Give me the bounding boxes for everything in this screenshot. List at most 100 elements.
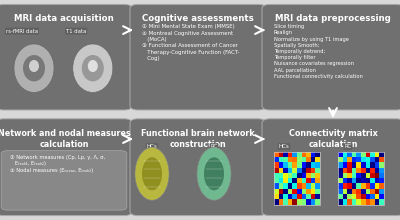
Bar — [342, 168, 347, 173]
Bar — [361, 194, 366, 199]
Bar — [288, 183, 292, 189]
Bar — [375, 183, 379, 189]
Bar — [352, 183, 356, 189]
Bar — [297, 157, 302, 162]
Bar — [370, 157, 375, 162]
Bar — [361, 157, 366, 162]
Bar — [380, 173, 384, 178]
Bar — [279, 152, 283, 157]
Bar — [352, 194, 356, 199]
Text: RC: RC — [344, 144, 352, 149]
Bar — [274, 194, 278, 199]
Bar — [302, 194, 306, 199]
Bar — [297, 178, 302, 183]
FancyBboxPatch shape — [130, 119, 266, 216]
Bar — [361, 183, 366, 189]
Bar — [356, 152, 361, 157]
Bar — [342, 162, 347, 168]
Bar — [366, 157, 370, 162]
Bar — [370, 199, 375, 205]
Bar — [311, 152, 315, 157]
Bar — [338, 173, 342, 178]
Bar — [347, 152, 352, 157]
Text: Network and nodal measures
calculation: Network and nodal measures calculation — [0, 129, 130, 149]
Bar — [274, 199, 278, 205]
Bar — [288, 157, 292, 162]
Bar — [366, 168, 370, 173]
Bar — [380, 178, 384, 183]
Bar — [292, 178, 297, 183]
Bar — [283, 152, 288, 157]
Bar — [361, 199, 366, 205]
Text: HCs: HCs — [147, 144, 157, 149]
Bar — [311, 178, 315, 183]
Bar — [302, 183, 306, 189]
Bar — [366, 178, 370, 183]
Bar — [302, 189, 306, 194]
Bar — [311, 199, 315, 205]
Bar — [274, 152, 278, 157]
Text: Slice timing
Realign
Normalize by using T1 image
Spatially Smooth;
Temporally de: Slice timing Realign Normalize by using … — [274, 24, 363, 79]
Bar — [338, 152, 342, 157]
Text: ① Network measures (Cp, Lp, γ, Λ, σ,
   Eₜₑₐₕ₁, Eₜₑₐₕ₂)
② Nodal measures (Eₙₒₓₐₑ: ① Network measures (Cp, Lp, γ, Λ, σ, Eₜₑ… — [10, 155, 105, 173]
Bar — [274, 162, 278, 168]
Bar — [316, 173, 320, 178]
FancyBboxPatch shape — [130, 4, 266, 110]
Ellipse shape — [88, 60, 98, 72]
Bar — [311, 183, 315, 189]
Bar — [306, 162, 311, 168]
Bar — [297, 183, 302, 189]
Bar — [279, 194, 283, 199]
Bar — [297, 189, 302, 194]
Bar — [366, 183, 370, 189]
Text: Connectivity matrix
calculation: Connectivity matrix calculation — [289, 129, 377, 149]
Bar — [356, 183, 361, 189]
Bar — [347, 157, 352, 162]
Bar — [347, 162, 352, 168]
Bar — [292, 189, 297, 194]
Bar — [279, 189, 283, 194]
FancyBboxPatch shape — [1, 151, 127, 210]
Bar — [311, 189, 315, 194]
Bar — [288, 162, 292, 168]
Bar — [380, 162, 384, 168]
Bar — [316, 178, 320, 183]
Bar — [302, 168, 306, 173]
Bar — [279, 162, 283, 168]
Bar — [375, 168, 379, 173]
Bar — [316, 199, 320, 205]
Bar — [292, 199, 297, 205]
Bar — [347, 168, 352, 173]
Text: T1 data: T1 data — [66, 29, 86, 34]
Bar — [306, 152, 311, 157]
Bar — [302, 157, 306, 162]
Bar — [306, 194, 311, 199]
Bar — [380, 152, 384, 157]
Bar — [361, 152, 366, 157]
Bar — [302, 162, 306, 168]
Bar — [311, 157, 315, 162]
Bar — [370, 189, 375, 194]
Bar — [370, 162, 375, 168]
Bar — [380, 194, 384, 199]
Bar — [352, 178, 356, 183]
Bar — [352, 157, 356, 162]
Bar — [274, 189, 278, 194]
Bar — [361, 162, 366, 168]
Text: HCs: HCs — [279, 144, 289, 149]
Bar — [342, 183, 347, 189]
Bar — [342, 189, 347, 194]
Ellipse shape — [197, 147, 231, 200]
Text: Functional brain network
construction: Functional brain network construction — [141, 129, 255, 149]
Bar — [361, 178, 366, 183]
Bar — [302, 152, 306, 157]
Bar — [375, 162, 379, 168]
Bar — [338, 157, 342, 162]
Bar — [342, 178, 347, 183]
Bar — [316, 194, 320, 199]
Bar — [288, 152, 292, 157]
Bar — [342, 194, 347, 199]
Bar — [356, 199, 361, 205]
Bar — [352, 152, 356, 157]
Bar — [338, 199, 342, 205]
